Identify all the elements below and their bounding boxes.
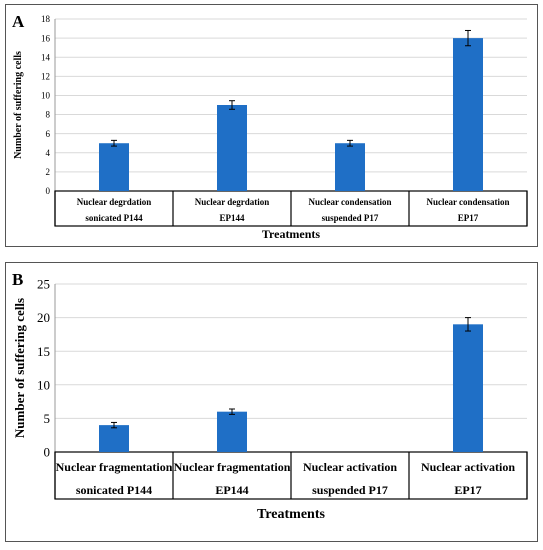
bar bbox=[453, 324, 483, 452]
category-label-line1: Nuclear fragmentation bbox=[56, 460, 173, 474]
y-tick-label: 0 bbox=[44, 445, 51, 460]
chart-b-svg: B 0 5 10 15 20 25 Number of suffering cells Nucl… bbox=[12, 270, 528, 522]
category-label-line2: suspended P17 bbox=[312, 483, 388, 497]
y-tick-label: 10 bbox=[37, 377, 50, 392]
y-tick-label: 8 bbox=[46, 110, 51, 120]
category-label-line2: EP144 bbox=[215, 483, 248, 497]
panel-label: A bbox=[12, 12, 25, 31]
bar bbox=[99, 425, 129, 452]
y-tick-label: 0 bbox=[46, 186, 51, 196]
y-tick-label: 18 bbox=[41, 14, 51, 24]
chart-panel-a: A 0 2 4 6 8 10 12 14 16 18 Number of suffering cell… bbox=[5, 4, 538, 247]
x-axis-title: Treatments bbox=[262, 227, 321, 241]
category-label-line2: EP17 bbox=[454, 483, 481, 497]
y-tick-label: 5 bbox=[44, 411, 51, 426]
chart-a-svg: A 0 2 4 6 8 10 12 14 16 18 Number of suffering cell… bbox=[12, 12, 528, 241]
y-tick-label: 20 bbox=[37, 310, 50, 325]
y-tick-label: 6 bbox=[46, 129, 51, 139]
y-axis-title: Number of suffering cells bbox=[12, 298, 27, 438]
bar bbox=[217, 105, 247, 191]
category-label-line2: suspended P17 bbox=[322, 213, 379, 223]
y-tick-label: 10 bbox=[41, 91, 51, 101]
category-label-line1: Nuclear activation bbox=[421, 460, 515, 474]
category-label-line2: EP17 bbox=[458, 213, 479, 223]
chart-panel-b: B 0 5 10 15 20 25 Number of suffering cells Nucl… bbox=[5, 262, 538, 542]
category-label-line2: sonicated P144 bbox=[85, 213, 143, 223]
bar bbox=[453, 38, 483, 191]
y-tick-label: 4 bbox=[46, 148, 51, 158]
category-label-line2: EP144 bbox=[219, 213, 245, 223]
category-label-line1: Nuclear degrdation bbox=[195, 197, 270, 207]
y-tick-label: 2 bbox=[46, 167, 51, 177]
category-label-line1: Nuclear condensation bbox=[426, 197, 509, 207]
category-label-line1: Nuclear activation bbox=[303, 460, 397, 474]
bar bbox=[335, 143, 365, 191]
y-axis-title: Number of suffering cells bbox=[13, 51, 24, 159]
bar bbox=[99, 143, 129, 191]
y-tick-label: 14 bbox=[41, 52, 51, 62]
y-tick-label: 15 bbox=[37, 344, 50, 359]
category-label-line1: Nuclear condensation bbox=[308, 197, 391, 207]
category-label-line2: sonicated P144 bbox=[76, 483, 152, 497]
category-label-line1: Nuclear degrdation bbox=[77, 197, 152, 207]
bar bbox=[217, 411, 247, 452]
y-tick-label: 25 bbox=[37, 277, 50, 292]
x-axis-title: Treatments bbox=[257, 507, 325, 522]
y-tick-label: 12 bbox=[41, 71, 50, 81]
category-label-line1: Nuclear fragmentation bbox=[174, 460, 291, 474]
panel-label: B bbox=[12, 270, 23, 289]
y-tick-label: 16 bbox=[41, 33, 51, 43]
